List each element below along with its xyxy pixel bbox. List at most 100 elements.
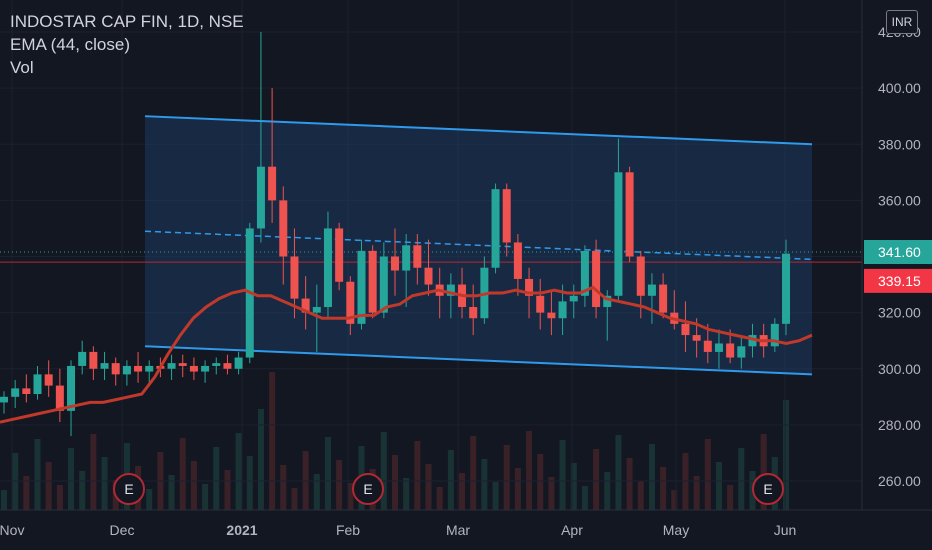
x-tick-label: Mar: [446, 522, 470, 538]
candle-body: [67, 365, 76, 411]
candle-body: [346, 281, 355, 324]
y-tick-label: 400.00: [878, 80, 921, 96]
channel-upper-line: [144, 115, 813, 146]
candle-body: [402, 245, 411, 271]
volume-bar: [280, 465, 287, 510]
y-tick-label: 320.00: [878, 305, 921, 321]
candle-body: [223, 363, 232, 369]
volume-bar: [783, 400, 789, 510]
volume-bar: [503, 445, 510, 510]
candle-body: [569, 295, 578, 302]
x-tick-label: Jun: [774, 522, 797, 538]
volume-bar: [269, 372, 276, 510]
candle-body: [234, 357, 243, 369]
currency-button[interactable]: INR: [886, 10, 918, 34]
volume-bar: [436, 487, 443, 510]
volume-bar: [34, 439, 41, 510]
volume-bar: [514, 468, 521, 510]
volume-bar: [570, 463, 577, 510]
volume-bar: [224, 470, 231, 510]
candle-body: [323, 228, 332, 308]
volume-bar: [235, 433, 242, 510]
volume-bar: [403, 478, 410, 510]
x-tick-label: May: [663, 522, 689, 538]
candle-body: [614, 172, 623, 296]
x-tick-label: Apr: [561, 522, 583, 538]
candle-body: [44, 374, 53, 386]
volume-bar: [168, 475, 175, 510]
volume-bar: [715, 462, 722, 510]
candle-body: [11, 388, 20, 397]
y-tick-label: 260.00: [878, 473, 921, 489]
volume-bar: [727, 485, 734, 510]
candle-body: [469, 307, 478, 319]
candle-body: [178, 363, 187, 366]
candle-body: [525, 278, 534, 296]
volume-bar: [146, 489, 153, 510]
volume-bar: [760, 434, 767, 510]
axes: 260.00280.00300.00320.00340.00360.00380.…: [0, 0, 932, 538]
volume-bar: [179, 438, 186, 510]
chart-legend: INDOSTAR CAP FIN, 1D, NSE EMA (44, close…: [10, 10, 244, 79]
volume-bar: [336, 460, 343, 510]
candle-body: [603, 295, 612, 308]
candle-body: [290, 256, 299, 299]
volume-bar: [660, 467, 667, 510]
candle-body: [681, 323, 690, 336]
candle-body: [22, 388, 31, 395]
volume-bar: [693, 476, 700, 510]
volume-bar: [637, 481, 644, 510]
candle-body: [737, 346, 746, 358]
candle-body: [491, 189, 500, 268]
candle-body: [647, 284, 656, 296]
candle-body: [636, 256, 645, 296]
candle-body: [659, 284, 668, 313]
candle-body: [111, 363, 120, 375]
volume-bar: [548, 477, 555, 510]
candle-body: [357, 250, 366, 324]
volume-bar: [459, 473, 466, 510]
volume-bar: [1, 490, 7, 510]
ema-indicator-label[interactable]: EMA (44, close): [10, 35, 130, 54]
candle-body: [714, 343, 723, 352]
volume-bar: [593, 449, 600, 510]
candle-body: [145, 365, 154, 372]
volume-indicator-label[interactable]: Vol: [10, 58, 34, 77]
volume-bar: [202, 484, 209, 510]
candle-body: [335, 228, 344, 282]
x-tick-label: Nov: [0, 522, 24, 538]
candle-body: [558, 301, 567, 319]
candle-body: [513, 242, 522, 279]
earnings-marker-circle: [113, 473, 145, 505]
candle-body: [770, 323, 779, 347]
candle-body: [256, 166, 265, 229]
earnings-marker-label: E: [124, 481, 133, 497]
candle-body: [268, 166, 277, 201]
symbol-title[interactable]: INDOSTAR CAP FIN, 1D, NSE: [10, 12, 244, 31]
volume-bar: [447, 450, 454, 510]
earnings-marker-circle: [352, 473, 384, 505]
candle-body: [122, 365, 131, 375]
regression-channel: [0, 115, 862, 376]
candle-body: [446, 284, 455, 296]
candle-body: [301, 298, 310, 313]
volume-bar: [492, 482, 499, 510]
volume-bar: [68, 448, 75, 510]
last-price-tag-label: 341.60: [878, 244, 921, 260]
candle-body: [379, 256, 388, 313]
volume-bar: [213, 447, 220, 510]
candle-body: [167, 363, 176, 369]
candle-body: [703, 340, 712, 352]
earnings-marker-circle: [752, 473, 784, 505]
volume-bar: [23, 476, 30, 510]
ema-price-tag-label: 339.15: [878, 273, 921, 289]
candle-body: [78, 351, 87, 366]
candle-body: [312, 307, 321, 313]
volume-bar: [626, 458, 633, 510]
volume-bar: [392, 455, 398, 510]
volume-bar: [604, 472, 611, 510]
candle-body: [592, 250, 601, 308]
candle-body: [625, 172, 634, 257]
